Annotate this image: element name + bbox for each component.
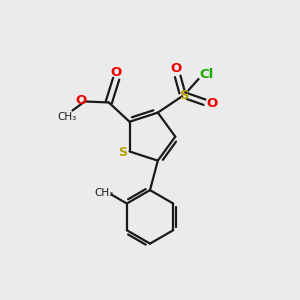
Text: O: O [76, 94, 87, 106]
Text: O: O [171, 62, 182, 75]
Text: O: O [207, 97, 218, 110]
Text: S: S [180, 89, 189, 102]
Text: Cl: Cl [200, 68, 214, 81]
Text: CH₃: CH₃ [94, 188, 114, 198]
Text: O: O [111, 66, 122, 79]
Text: CH₃: CH₃ [57, 112, 76, 122]
Text: S: S [118, 146, 127, 160]
